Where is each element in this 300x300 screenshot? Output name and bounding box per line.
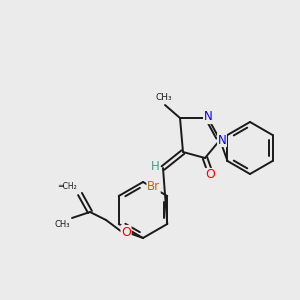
Text: ═CH₂: ═CH₂ bbox=[58, 182, 77, 191]
Text: Br: Br bbox=[147, 181, 160, 194]
Text: CH₃: CH₃ bbox=[55, 220, 70, 229]
Text: CH₃: CH₃ bbox=[156, 93, 172, 102]
Text: O: O bbox=[205, 169, 215, 182]
Text: H: H bbox=[151, 160, 159, 172]
Text: O: O bbox=[121, 226, 131, 238]
Text: N: N bbox=[218, 134, 226, 146]
Text: N: N bbox=[204, 110, 212, 124]
